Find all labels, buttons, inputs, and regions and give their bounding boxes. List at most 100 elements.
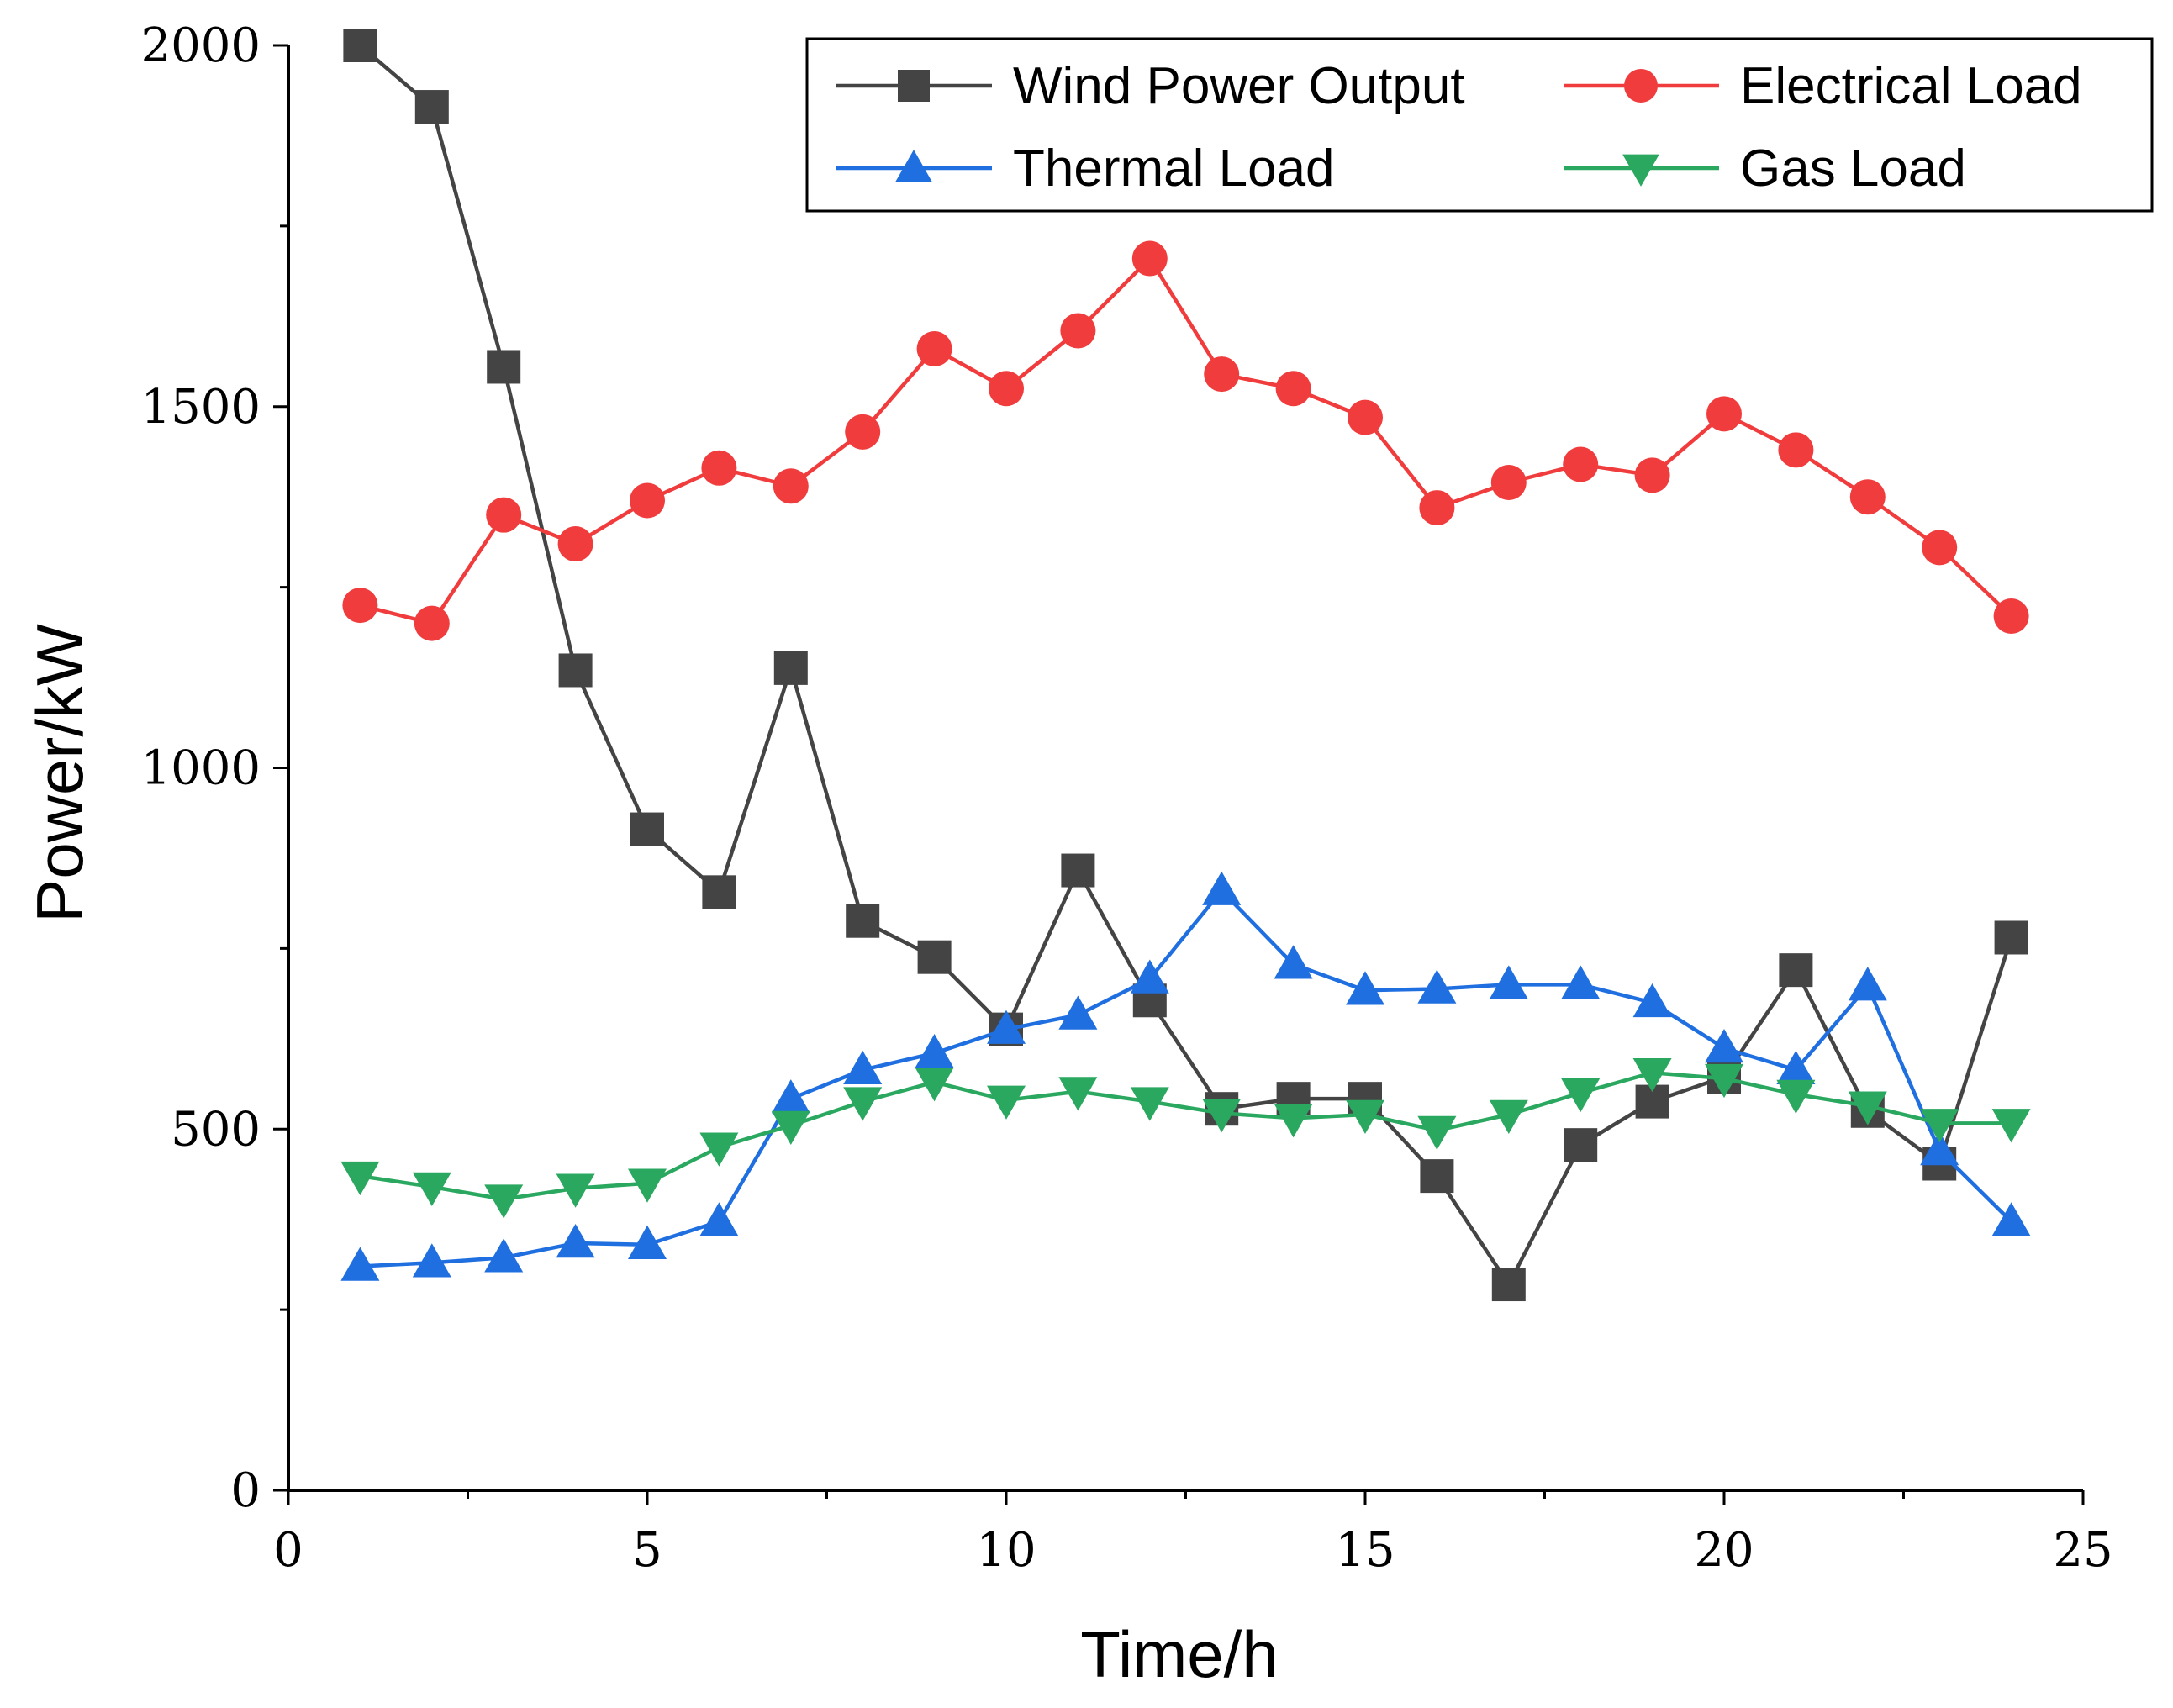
data-point-electrical-load	[1778, 432, 1814, 468]
legend-marker-thermal-load	[895, 150, 932, 182]
data-point-thermal-load	[340, 1247, 380, 1281]
data-point-electrical-load	[414, 605, 450, 641]
legend-marker-electrical-load	[1624, 69, 1658, 103]
data-point-thermal-load	[1274, 945, 1313, 979]
data-point-electrical-load	[342, 588, 378, 624]
x-tick-label: 10	[976, 1523, 1036, 1578]
data-point-gas-load	[843, 1087, 883, 1121]
legend-item-electrical-load: Electrical Load	[1564, 57, 2082, 115]
data-point-wind-power-output	[1061, 853, 1095, 888]
legend-marker-wind-power-output	[898, 70, 930, 102]
x-tick-label: 15	[1335, 1523, 1395, 1578]
data-point-thermal-load	[987, 1010, 1026, 1044]
data-point-gas-load	[1202, 1099, 1242, 1133]
data-point-electrical-load	[1131, 240, 1168, 277]
data-point-thermal-load	[1848, 967, 1887, 1001]
data-point-gas-load	[1848, 1091, 1887, 1125]
y-tick-label: 1000	[140, 741, 261, 796]
axes	[287, 45, 2083, 1492]
series-line-gas-load	[360, 1070, 2012, 1201]
data-point-electrical-load	[486, 497, 522, 533]
data-point-thermal-load	[1920, 1131, 1959, 1166]
x-tick-label: 5	[632, 1523, 662, 1578]
data-point-gas-load	[1705, 1063, 1743, 1099]
data-point-electrical-load	[630, 482, 665, 519]
data-point-wind-power-output	[487, 350, 521, 384]
data-point-gas-load	[1058, 1077, 1098, 1111]
data-point-wind-power-output	[917, 940, 952, 974]
series-wind-power-output	[343, 29, 2028, 1302]
y-axis-title: Power/kW	[23, 624, 97, 923]
data-point-electrical-load	[1060, 313, 1096, 349]
data-point-gas-load	[1346, 1099, 1384, 1135]
data-point-thermal-load	[1561, 965, 1601, 999]
data-point-wind-power-output	[846, 904, 880, 938]
data-point-electrical-load	[845, 414, 881, 450]
series-layer	[340, 29, 2031, 1302]
series-line-thermal-load	[360, 888, 2013, 1268]
data-point-wind-power-output	[1994, 920, 2028, 955]
legend-label-thermal-load: Thermal Load	[1013, 140, 1335, 198]
data-point-thermal-load	[771, 1079, 810, 1114]
data-point-thermal-load	[628, 1225, 667, 1260]
series-electrical-load	[342, 240, 2029, 641]
series-line-wind-power-output	[358, 44, 2013, 1287]
data-point-electrical-load	[989, 371, 1024, 407]
data-point-electrical-load	[1490, 464, 1527, 500]
data-point-gas-load	[771, 1110, 810, 1145]
data-point-gas-load	[699, 1132, 739, 1167]
data-point-thermal-load	[1346, 971, 1384, 1005]
data-point-gas-load	[1417, 1115, 1457, 1150]
data-point-gas-load	[987, 1085, 1026, 1120]
legend-label-wind-power-output: Wind Power Output	[1013, 57, 1465, 115]
y-tick-label: 2000	[140, 18, 261, 73]
data-point-thermal-load	[699, 1202, 739, 1236]
data-point-electrical-load	[1849, 479, 1886, 515]
legend-items: Wind Power Output Electrical Load Thermal …	[836, 57, 2082, 198]
data-point-gas-load	[484, 1184, 524, 1219]
series-thermal-load	[340, 871, 2031, 1281]
data-point-thermal-load	[1489, 965, 1528, 999]
legend: Wind Power Output Electrical Load Thermal …	[805, 37, 2154, 213]
data-point-thermal-load	[1130, 959, 1169, 994]
legend-label-electrical-load: Electrical Load	[1740, 57, 2082, 115]
series-line-electrical-load	[359, 256, 2013, 625]
data-point-wind-power-output	[1420, 1159, 1454, 1194]
legend-marker-gas-load	[1622, 154, 1659, 187]
data-point-thermal-load	[1776, 1050, 1816, 1085]
data-point-electrical-load	[916, 330, 952, 366]
data-point-electrical-load	[557, 526, 593, 562]
data-point-gas-load	[1489, 1099, 1528, 1135]
data-point-electrical-load	[1563, 446, 1599, 482]
x-tick-label: 0	[273, 1523, 303, 1578]
data-point-thermal-load	[1705, 1028, 1743, 1063]
data-point-wind-power-output	[1779, 953, 1813, 988]
data-point-gas-load	[1561, 1078, 1601, 1113]
data-point-electrical-load	[1706, 396, 1742, 432]
data-point-wind-power-output	[1491, 1268, 1526, 1302]
data-point-wind-power-output	[1564, 1128, 1598, 1162]
y-axis-ticks: 0 500 1000 1500 2000	[140, 18, 288, 1518]
y-tick-label: 500	[171, 1102, 261, 1157]
legend-label-gas-load: Gas Load	[1740, 140, 1966, 198]
data-point-gas-load	[1274, 1104, 1313, 1138]
data-point-thermal-load	[484, 1238, 524, 1273]
data-point-wind-power-output	[773, 651, 808, 685]
data-point-thermal-load	[843, 1050, 883, 1085]
data-point-electrical-load	[1348, 399, 1383, 435]
data-point-thermal-load	[412, 1243, 451, 1278]
data-point-gas-load	[915, 1068, 954, 1102]
legend-item-wind-power-output: Wind Power Output	[836, 57, 1465, 115]
x-tick-label: 20	[1694, 1523, 1754, 1578]
data-point-gas-load	[1632, 1057, 1672, 1093]
data-point-gas-load	[1776, 1079, 1816, 1114]
data-point-electrical-load	[1204, 356, 1240, 393]
data-point-electrical-load	[1634, 457, 1670, 493]
legend-item-thermal-load: Thermal Load	[836, 140, 1335, 198]
data-point-electrical-load	[1993, 598, 2029, 635]
data-point-electrical-load	[1275, 371, 1311, 407]
data-point-electrical-load	[701, 450, 737, 486]
y-tick-label: 1500	[140, 380, 261, 435]
data-point-thermal-load	[556, 1224, 595, 1258]
